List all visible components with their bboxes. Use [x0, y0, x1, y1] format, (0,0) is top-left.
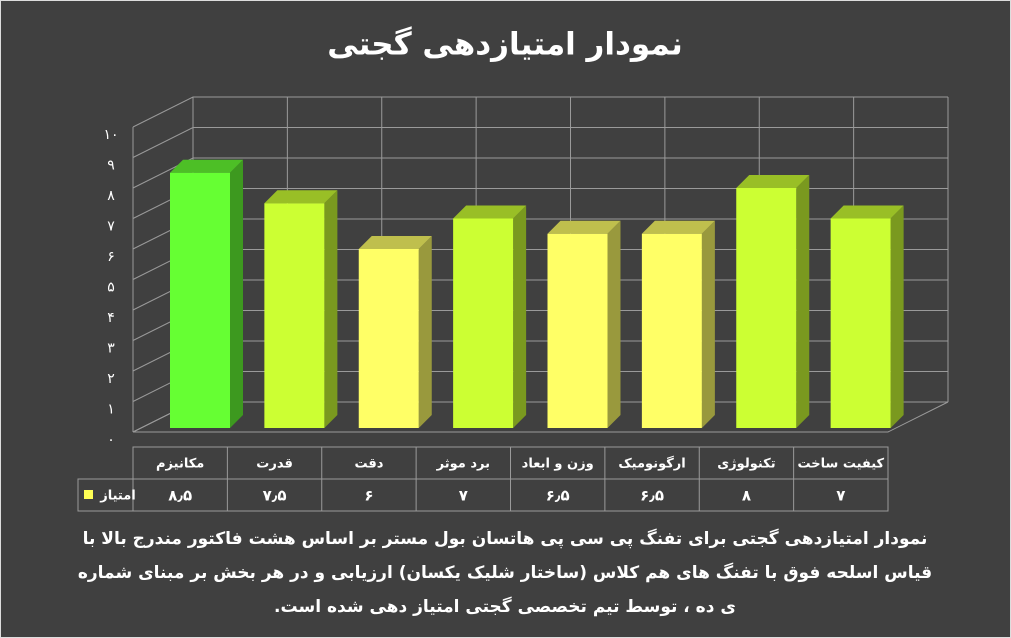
- x-tick-label: تکنولوژی: [717, 457, 775, 472]
- bar: [547, 233, 608, 428]
- legend-swatch: [84, 490, 93, 499]
- y-tick-label: ۵: [107, 280, 115, 296]
- grid-line: [132, 340, 948, 372]
- value-label: ۸٫۵: [168, 487, 192, 505]
- bar-top: [736, 175, 810, 188]
- bar: [170, 172, 230, 428]
- value-label: ۷٫۵: [263, 487, 287, 505]
- value-label: ۸: [742, 487, 751, 505]
- x-tick-label: دقت: [354, 457, 383, 472]
- chart-title: نمودار امتیازدهی گجتی: [327, 26, 683, 63]
- bar: [736, 188, 797, 428]
- bar-top: [453, 205, 527, 219]
- value-label: ۷: [836, 487, 845, 505]
- value-label: ۷: [459, 487, 468, 505]
- bar-top: [830, 205, 904, 219]
- grid-line: [132, 157, 948, 189]
- grid-line: [132, 127, 948, 158]
- grid-line: [132, 249, 948, 280]
- bar-side: [890, 205, 904, 428]
- y-tick-label: ۰: [107, 432, 115, 448]
- bar-side: [230, 159, 243, 428]
- bar: [264, 203, 325, 428]
- bar-top: [547, 220, 621, 234]
- value-label: ۶٫۵: [546, 487, 570, 505]
- x-tick-label: قدرت: [256, 457, 293, 472]
- caption: نمودار امتیازدهی گجتی برای تفنگ پی سی پی…: [77, 529, 933, 617]
- y-tick-label: ۲: [107, 371, 115, 387]
- bar: [641, 233, 702, 428]
- y-tick-label: ۶: [107, 249, 115, 265]
- grid-line: [132, 310, 948, 341]
- y-tick-label: ۹: [107, 158, 115, 174]
- chart: نمودار امتیازدهی گجتی ۰ ۱ ۲ ۳ ۴ ۵ ۶ ۷ ۸ ۹ ۱۰ امتیاز…: [77, 26, 949, 512]
- y-tick-label: ۸: [107, 188, 115, 204]
- grid-line: [132, 188, 948, 219]
- bar-side: [324, 190, 338, 428]
- y-tick-label: ۴: [107, 310, 115, 326]
- grid-line: [132, 279, 948, 311]
- y-tick-label: ۱۰: [103, 127, 118, 143]
- x-tick-label: وزن و ابعاد: [522, 457, 594, 472]
- bar-side: [796, 175, 810, 428]
- grid-line: [132, 371, 948, 402]
- bar-side: [513, 205, 527, 428]
- y-tick-label: ۷: [107, 219, 115, 235]
- bar-top: [641, 220, 715, 234]
- value-label: ۶٫۵: [640, 487, 664, 505]
- value-label: ۶: [364, 487, 373, 505]
- bar-side: [701, 220, 715, 428]
- table-legend-cell: [77, 478, 134, 512]
- grid-line: [132, 96, 948, 128]
- floor: [133, 401, 949, 433]
- grid-line: [132, 401, 948, 433]
- x-tick-label: برد موثر: [436, 457, 490, 472]
- bar: [830, 218, 891, 428]
- grid-line: [132, 218, 948, 250]
- back-wall: [132, 401, 948, 433]
- bar-top: [170, 159, 243, 173]
- x-tick-label: ارگونومیک: [618, 456, 685, 472]
- bar-side: [607, 220, 621, 428]
- bar-top: [264, 190, 338, 204]
- y-tick-label: ۳: [107, 341, 115, 357]
- bar: [453, 218, 514, 428]
- bar-top: [358, 236, 432, 249]
- x-tick-label: کیفیت ساخت: [798, 457, 885, 472]
- y-tick-label: ۱: [107, 402, 115, 418]
- x-tick-label: مکانیزم: [156, 457, 204, 472]
- legend-label: امتیاز: [99, 489, 135, 504]
- bar: [358, 249, 419, 428]
- bar-side: [418, 236, 432, 428]
